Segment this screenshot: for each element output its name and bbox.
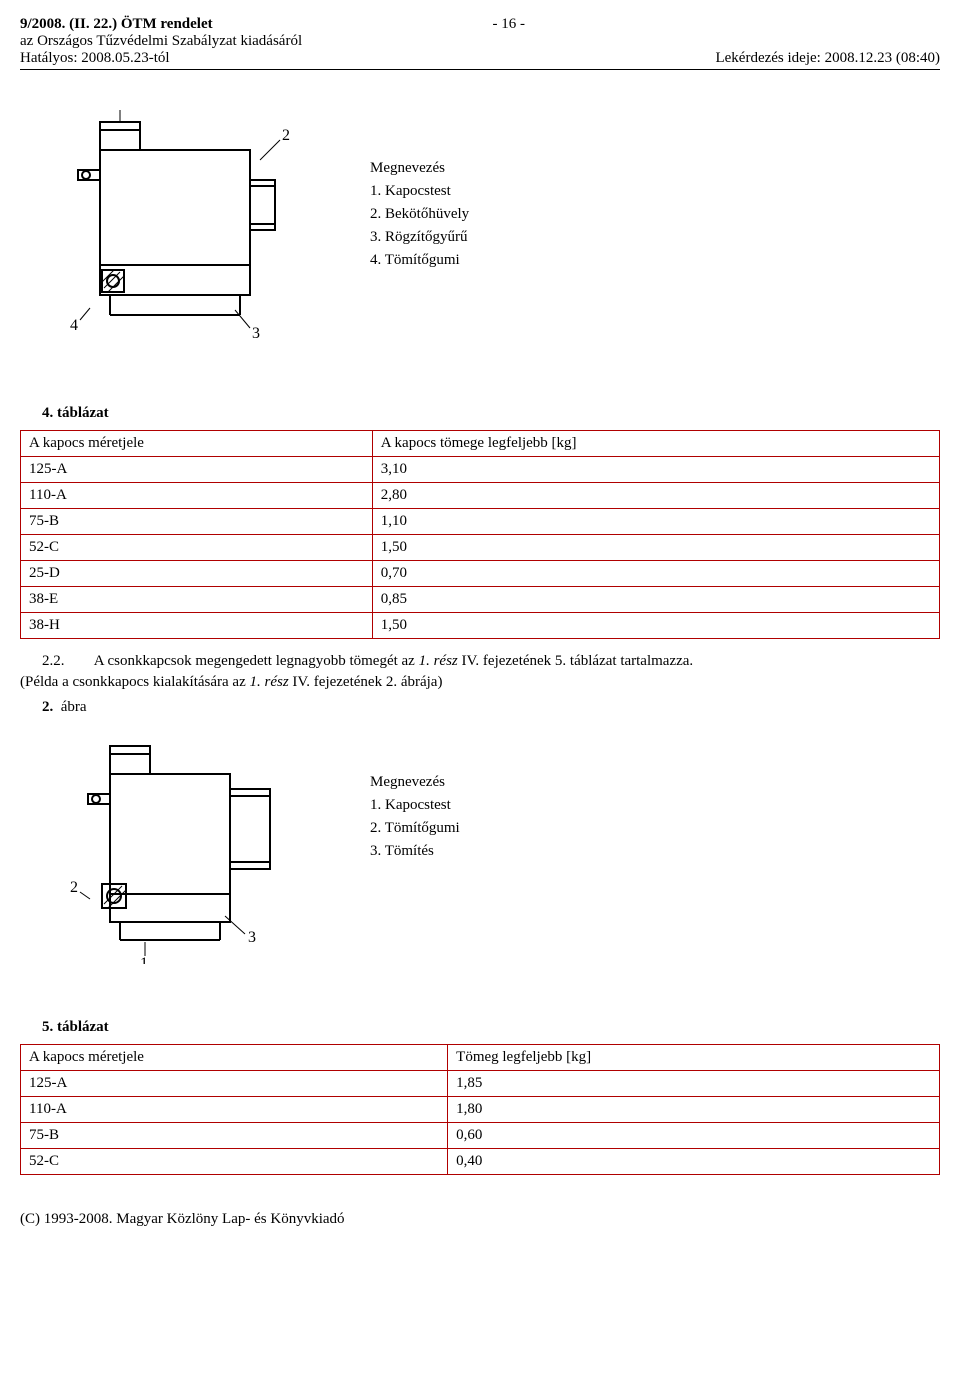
t4-r4c2: 1,50 xyxy=(372,535,939,561)
callout2-3: 3 xyxy=(248,929,256,946)
legend-2-item-1: 1. Kapocstest xyxy=(370,797,460,814)
header-left: 9/2008. (II. 22.) ÖTM rendelet az Ország… xyxy=(20,16,302,67)
header-center: - 16 - xyxy=(302,16,715,33)
query-time: Lekérdezés ideje: 2008.12.23 (08:40) xyxy=(715,50,940,67)
legend-1-item-4: 4. Tömítőgumi xyxy=(370,252,469,269)
para-22-line1: 2.2. A csonkkapcsok megengedett legnagyo… xyxy=(20,653,940,670)
table-5: A kapocs méretjele Tömeg legfeljebb [kg]… xyxy=(20,1044,940,1175)
table-5-title: 5. táblázat xyxy=(20,1019,940,1036)
doc-ref: 9/2008. (II. 22.) ÖTM rendelet xyxy=(20,16,302,33)
t4-r5c2: 0,70 xyxy=(372,561,939,587)
t5-r2c1: 110-A xyxy=(21,1097,448,1123)
figure-1-block: 1 2 3 4 Megnevezés 1. Kapocstest 2. Bekö… xyxy=(20,100,940,345)
legend-1-item-3: 3. Rögzítőgyűrű xyxy=(370,229,469,246)
legend-2-item-2: 2. Tömítőgumi xyxy=(370,820,460,837)
figure-2-caption: 2. ábra xyxy=(20,699,940,716)
legend-1-title: Megnevezés xyxy=(370,160,469,177)
figure-1-legend: Megnevezés 1. Kapocstest 2. Bekötőhüvely… xyxy=(370,100,469,275)
t4-r6c2: 0,85 xyxy=(372,587,939,613)
t5-r1c2: 1,85 xyxy=(448,1071,940,1097)
t4-h2: A kapocs tömege legfeljebb [kg] xyxy=(372,431,939,457)
t4-h1: A kapocs méretjele xyxy=(21,431,373,457)
doc-effective: Hatályos: 2008.05.23-tól xyxy=(20,50,302,67)
figure-2-svg: 2 3 1 xyxy=(40,734,300,964)
para-22-line2: (Példa a csonkkapocs kialakítására az 1.… xyxy=(20,674,940,691)
t4-r2c1: 110-A xyxy=(21,483,373,509)
t5-r4c1: 52-C xyxy=(21,1149,448,1175)
t5-r4c2: 0,40 xyxy=(448,1149,940,1175)
t5-r3c2: 0,60 xyxy=(448,1123,940,1149)
table-4-title: 4. táblázat xyxy=(20,405,940,422)
t5-r2c2: 1,80 xyxy=(448,1097,940,1123)
t5-h2: Tömeg legfeljebb [kg] xyxy=(448,1045,940,1071)
header-right: Lekérdezés ideje: 2008.12.23 (08:40) xyxy=(715,16,940,67)
legend-1-item-1: 1. Kapocstest xyxy=(370,183,469,200)
page-header: 9/2008. (II. 22.) ÖTM rendelet az Ország… xyxy=(20,16,940,70)
t4-r4c1: 52-C xyxy=(21,535,373,561)
t4-r7c1: 38-H xyxy=(21,613,373,639)
t4-r3c2: 1,10 xyxy=(372,509,939,535)
figure-1-svg: 1 2 3 4 xyxy=(40,110,300,340)
doc-subtitle: az Országos Tűzvédelmi Szabályzat kiadás… xyxy=(20,33,302,50)
t4-r1c1: 125-A xyxy=(21,457,373,483)
t5-h1: A kapocs méretjele xyxy=(21,1045,448,1071)
t5-r1c1: 125-A xyxy=(21,1071,448,1097)
legend-2-title: Megnevezés xyxy=(370,774,460,791)
figure-2-legend: Megnevezés 1. Kapocstest 2. Tömítőgumi 3… xyxy=(370,724,460,866)
page-footer: (C) 1993-2008. Magyar Közlöny Lap- és Kö… xyxy=(20,1211,940,1228)
t4-r1c2: 3,10 xyxy=(372,457,939,483)
callout2-2: 2 xyxy=(70,879,78,896)
t5-r3c1: 75-B xyxy=(21,1123,448,1149)
callout-2: 2 xyxy=(282,127,290,144)
t4-r7c2: 1,50 xyxy=(372,613,939,639)
callout-4: 4 xyxy=(70,317,78,334)
legend-1-item-2: 2. Bekötőhüvely xyxy=(370,206,469,223)
table-4: A kapocs méretjele A kapocs tömege legfe… xyxy=(20,430,940,639)
callout-3: 3 xyxy=(252,325,260,340)
figure-2-drawing: 2 3 1 xyxy=(20,724,370,969)
figure-2-block: 2 3 1 Megnevezés 1. Kapocstest 2. Tömítő… xyxy=(20,724,940,969)
t4-r5c1: 25-D xyxy=(21,561,373,587)
t4-r2c2: 2,80 xyxy=(372,483,939,509)
t4-r6c1: 38-E xyxy=(21,587,373,613)
callout2-1: 1 xyxy=(140,955,148,964)
figure-1-drawing: 1 2 3 4 xyxy=(20,100,370,345)
legend-2-item-3: 3. Tömítés xyxy=(370,843,460,860)
page-number: - 16 - xyxy=(493,16,526,32)
t4-r3c1: 75-B xyxy=(21,509,373,535)
